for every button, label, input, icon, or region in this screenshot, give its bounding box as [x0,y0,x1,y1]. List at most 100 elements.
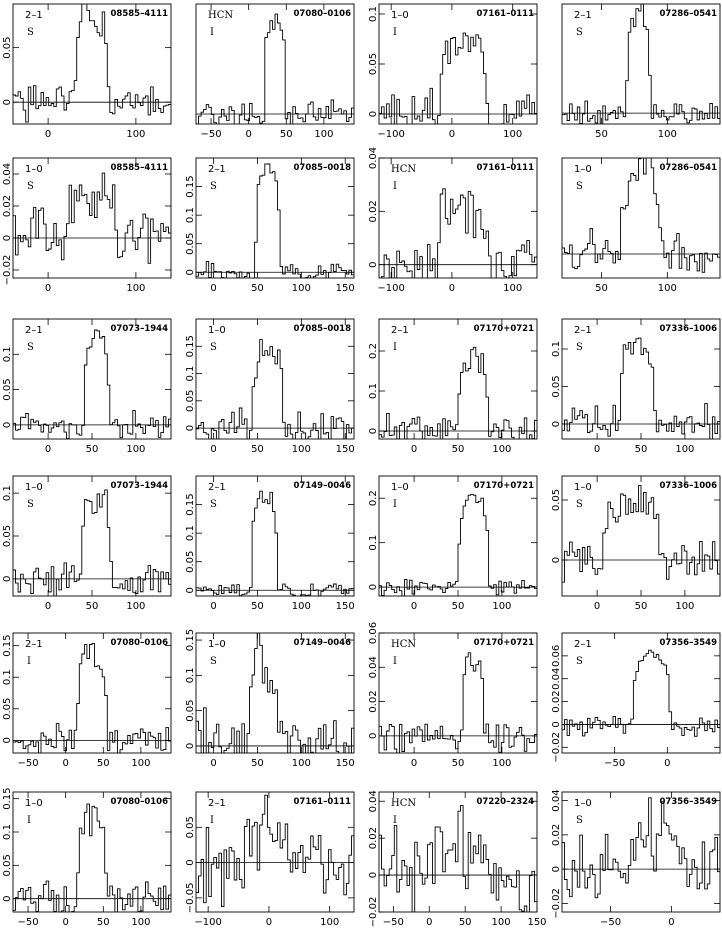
panel-frame [12,3,172,125]
panel-frame [561,3,721,125]
spectrum-line [196,163,354,278]
source-name: 07356–3549 [660,797,718,807]
tracer-label: I [393,815,397,826]
spectrum-line [196,490,354,596]
spectrum-plot [196,13,354,124]
tracer-label: S [576,815,583,826]
y-tick-label: 0 [185,859,196,865]
x-tick-label: 100 [131,917,150,928]
transition-label: 1–0 [391,482,409,493]
spectrum-line [379,346,537,439]
spectrum-plot [196,163,354,278]
spectrum-plot [196,794,354,907]
x-tick-label: 100 [126,283,145,294]
y-tick-label: 0.15 [185,629,196,651]
y-tick-label: 0 [2,895,13,901]
panel-frame [561,791,721,913]
source-name: 07073–1944 [111,481,169,491]
x-tick-label: 100 [492,917,511,928]
x-tick-label: −50 [383,917,404,928]
transition-label: 2–1 [25,10,43,21]
transition-label: 1–0 [574,482,592,493]
x-tick-label: 50 [251,444,264,455]
tracer-label: I [210,27,214,38]
x-tick-label: 50 [280,129,293,140]
y-tick-label: 0 [551,721,562,727]
spectrum-panel: 0 50 100 150 0 0.05 0.1 0.15 2–1 S 07149–0046 [185,475,355,612]
source-name: 07080–0106 [294,9,352,19]
x-tick-label: 0 [594,601,600,612]
x-tick-label: 100 [658,129,677,140]
panel-frame [195,157,355,279]
spectrum-plot [13,803,171,912]
y-tick-label: 0.1 [185,207,196,223]
y-tick-label: 0.1 [185,366,196,382]
panel-frame [561,157,721,279]
transition-label: 2–1 [208,164,226,175]
tracer-label: I [393,656,397,667]
transition-label: 2–1 [208,798,226,809]
y-tick-label: 0.02 [368,827,379,849]
y-tick-label: 0 [551,421,562,427]
x-tick-label: 150 [336,601,355,612]
source-name: 07170+0721 [474,324,534,334]
panel-frame [12,791,172,913]
spectrum-plot [379,188,537,278]
x-tick-label: 0 [411,601,417,612]
x-tick-label: 0 [62,758,68,769]
x-tick-label: 100 [292,283,311,294]
spectrum-panel: 0 50 100 0 0.05 0.1 2–1 S 07073–1944 [2,318,172,455]
source-name: 07080–0106 [111,797,169,807]
spectrum-plot [13,642,171,753]
source-name: 07286–0541 [660,9,718,19]
spectrum-plot [13,329,171,439]
y-tick-label: 0 [2,576,13,582]
transition-label: 2–1 [391,325,409,336]
spectrum-plot [562,337,720,439]
x-tick-label: −100 [377,129,404,140]
spectrum-line [13,489,171,596]
x-tick-label: 50 [86,601,99,612]
transition-label: 2–1 [574,325,592,336]
y-tick-label: 0.2 [368,343,379,359]
transition-label: 2–1 [574,639,592,650]
y-tick-label: 0.05 [2,525,13,547]
x-tick-label: 100 [292,444,311,455]
y-tick-label: 0.02 [2,195,13,217]
y-tick-label: 0.05 [551,489,562,511]
tracer-label: S [210,342,217,353]
x-tick-label: 0 [411,444,417,455]
y-tick-label: 0.04 [368,147,379,169]
y-tick-label: 0 [185,743,196,749]
y-tick-label: 0 [368,733,379,739]
x-tick-label: 50 [595,129,608,140]
spectrum-panel: −100 0 100 −0.05 0 0.05 2–1 I 07161–0111 [185,791,355,928]
y-tick-label: 0.06 [551,645,562,667]
y-tick-label: 0.1 [368,383,379,399]
spectrum-panel: −50 0 −0.02 0 0.020.040.06 2–1 S 07356–3549 [551,632,721,769]
source-name: 08585–4111 [111,163,169,173]
y-tick-label: 0.1 [368,6,379,22]
transition-label: 1–0 [25,798,43,809]
spectrum-plot [379,493,537,596]
spectrum-plot [196,490,354,596]
x-tick-label: 100 [126,444,145,455]
x-tick-label: −50 [600,917,621,928]
spectrum-line [379,32,537,124]
x-tick-label: 100 [320,917,339,928]
tracer-label: S [27,181,34,192]
transition-label: 1–0 [391,10,409,21]
tracer-label: S [576,499,583,510]
y-tick-label: 0.06 [368,622,379,644]
source-name: 07170+0721 [474,638,534,648]
panel-frame [195,475,355,597]
x-tick-label: 0 [449,283,455,294]
tracer-label: S [576,656,583,667]
tracer-label: S [576,181,583,192]
x-tick-label: 50 [595,283,608,294]
spectrum-line [13,329,171,439]
x-tick-label: 50 [251,283,264,294]
x-tick-label: 0 [210,758,216,769]
spectrum-panel: −50 0 50 100 HCN I 07080–0106 [195,3,355,140]
transition-label: 2–1 [208,482,226,493]
